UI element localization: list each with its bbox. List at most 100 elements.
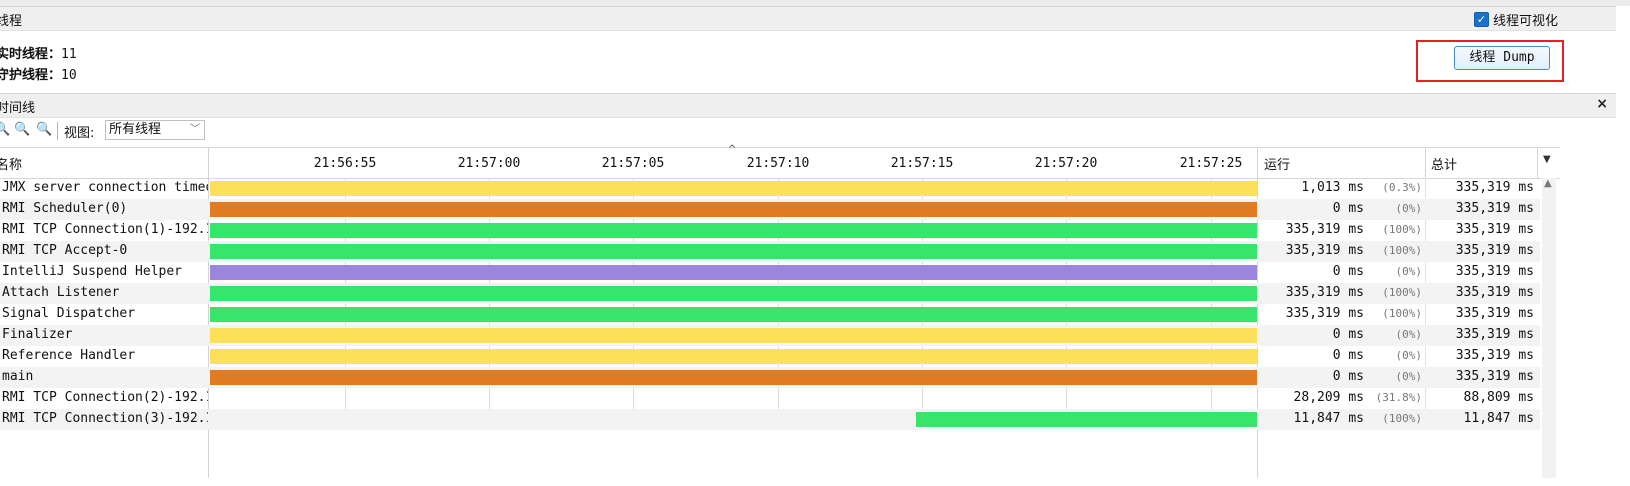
running-time-value: 1,013 ms — [1301, 180, 1364, 195]
thread-name: JMX server connection timeout — [2, 180, 208, 195]
running-time-cell: 11,847 ms (100%) — [1260, 411, 1422, 426]
total-time-value: 335,319 ms — [1455, 306, 1534, 321]
running-time-percent: (100%) — [1382, 286, 1422, 299]
running-time-value: 0 ms — [1332, 327, 1364, 342]
thread-name: Finalizer — [2, 327, 73, 342]
visualize-threads-checkbox[interactable]: ✓ 线程可视化 — [1473, 10, 1558, 29]
thread-state-bar — [210, 181, 1257, 196]
visualize-threads-label: 线程可视化 — [1492, 14, 1558, 29]
running-time-percent: (100%) — [1382, 244, 1422, 257]
running-time-value: 0 ms — [1332, 201, 1364, 216]
timeline-section-header: 时间线 × — [0, 93, 1616, 118]
thread-table-header: 名称 ^ 21:56:55 21:57:00 21:57:05 21:57:10 21:… — [0, 144, 1560, 179]
thread-row[interactable]: RMI TCP Accept-0 335,319 ms (100%) 335,319 … — [0, 241, 1540, 262]
total-time-value: 11,847 ms — [1463, 411, 1534, 426]
column-header-name[interactable]: 名称 — [0, 158, 23, 173]
thread-dump-button[interactable]: 线程 Dump — [1454, 46, 1550, 70]
scroll-up-icon[interactable]: ▲ — [1544, 178, 1552, 189]
timeline-tick-label: 21:57:10 — [746, 156, 810, 171]
close-icon[interactable]: × — [1596, 96, 1608, 112]
thread-name: Attach Listener — [2, 285, 120, 300]
timeline-grid-line — [633, 178, 634, 430]
column-divider — [1257, 148, 1258, 178]
running-time-percent: (0%) — [1395, 349, 1423, 362]
zoom-out-icon[interactable]: 🔍 — [14, 122, 31, 137]
thread-row[interactable]: Reference Handler 0 ms (0%) 335,319 ms — [0, 346, 1540, 367]
thread-row[interactable]: RMI Scheduler(0) 0 ms (0%) 335,319 ms — [0, 199, 1540, 220]
timeline-tick-label: 21:56:55 — [313, 156, 377, 171]
column-divider — [1425, 148, 1426, 178]
thread-row[interactable]: JMX server connection timeout 1,013 ms (0.… — [0, 178, 1540, 199]
view-select[interactable]: 所有线程 ﹀ — [105, 120, 205, 140]
daemon-threads-value: 10 — [61, 68, 77, 83]
total-time-value: 335,319 ms — [1455, 369, 1534, 384]
total-time-value: 335,319 ms — [1455, 348, 1534, 363]
thread-row[interactable]: IntelliJ Suspend Helper 0 ms (0%) 335,319 m… — [0, 262, 1540, 283]
running-time-percent: (100%) — [1382, 223, 1422, 236]
thread-row[interactable]: RMI TCP Connection(3)-192.168 11,847 ms (1… — [0, 409, 1540, 430]
running-time-cell: 0 ms (0%) — [1260, 327, 1422, 342]
thread-state-bar — [210, 307, 1257, 322]
running-time-cell: 335,319 ms (100%) — [1260, 243, 1422, 258]
running-time-value: 28,209 ms — [1293, 390, 1364, 405]
live-threads-label: 实时线程： — [0, 47, 62, 62]
column-divider — [1425, 178, 1426, 430]
column-header-running[interactable]: 运行 — [1264, 158, 1291, 173]
timeline-grid-line — [1211, 178, 1212, 430]
sort-ascending-icon: ^ — [728, 144, 737, 155]
thread-name: RMI TCP Connection(2)-192.168 — [2, 390, 208, 405]
thread-name: Reference Handler — [2, 348, 136, 363]
thread-row[interactable]: main 0 ms (0%) 335,319 ms — [0, 367, 1540, 388]
thread-name: RMI TCP Accept-0 — [2, 243, 128, 258]
running-time-cell: 335,319 ms (100%) — [1260, 306, 1422, 321]
thread-name: RMI Scheduler(0) — [2, 201, 128, 216]
threads-section-title: 线程 — [0, 14, 23, 29]
zoom-in-icon[interactable]: 🔍 — [0, 122, 11, 137]
running-time-value: 0 ms — [1332, 264, 1364, 279]
thread-state-bar — [210, 265, 1257, 280]
thread-row[interactable]: RMI TCP Connection(2)-192.168 28,209 ms (3… — [0, 388, 1540, 409]
running-time-value: 0 ms — [1332, 369, 1364, 384]
running-time-percent: (100%) — [1382, 412, 1422, 425]
checkbox-checked-icon: ✓ — [1473, 12, 1489, 27]
thread-row[interactable]: RMI TCP Connection(1)-192.168 335,319 ms (… — [0, 220, 1540, 241]
thread-state-bar — [210, 328, 1257, 343]
vertical-scrollbar[interactable]: ▲ — [1542, 178, 1556, 478]
thread-state-bar — [210, 286, 1257, 301]
timeline-grid-line — [489, 178, 490, 430]
thread-row[interactable]: Signal Dispatcher 335,319 ms (100%) 335,319… — [0, 304, 1540, 325]
timeline-grid-line — [345, 178, 346, 430]
thread-name: RMI TCP Connection(1)-192.168 — [2, 222, 208, 237]
timeline-tick-label: 21:57:15 — [890, 156, 954, 171]
timeline-tick-label: 21:57:05 — [601, 156, 665, 171]
zoom-fit-icon[interactable]: 🔍 — [36, 122, 53, 137]
thread-row[interactable]: Attach Listener 335,319 ms (100%) 335,319 m… — [0, 283, 1540, 304]
column-divider — [208, 148, 209, 178]
running-time-percent: (0%) — [1395, 370, 1423, 383]
timeline-toolbar: 🔍 🔍 🔍 视图: 所有线程 ﹀ — [0, 118, 1616, 144]
column-divider — [1537, 148, 1538, 178]
running-time-cell: 28,209 ms (31.8%) — [1260, 390, 1422, 405]
thread-row[interactable]: Finalizer 0 ms (0%) 335,319 ms — [0, 325, 1540, 346]
running-time-cell: 1,013 ms (0.3%) — [1260, 180, 1422, 195]
threads-section-header: 线程 ✓ 线程可视化 — [0, 6, 1616, 31]
timeline-tick-label: 21:57:00 — [457, 156, 521, 171]
running-time-cell: 0 ms (0%) — [1260, 201, 1422, 216]
thread-name: main — [2, 369, 34, 384]
running-time-percent: (0%) — [1395, 265, 1423, 278]
column-header-total[interactable]: 总计 — [1431, 158, 1458, 173]
dump-highlight-box: 线程 Dump — [1416, 40, 1564, 82]
thread-name: IntelliJ Suspend Helper — [2, 264, 183, 279]
thread-state-bar — [210, 370, 1257, 385]
running-time-percent: (0%) — [1395, 328, 1423, 341]
running-time-percent: (100%) — [1382, 307, 1422, 320]
chevron-down-icon: ﹀ — [190, 124, 200, 135]
column-menu-icon[interactable]: ▼ — [1543, 154, 1551, 165]
running-time-value: 335,319 ms — [1285, 306, 1364, 321]
thread-name: RMI TCP Connection(3)-192.168 — [2, 411, 208, 426]
running-time-cell: 0 ms (0%) — [1260, 369, 1422, 384]
total-time-value: 335,319 ms — [1455, 201, 1534, 216]
toolbar-divider — [57, 122, 58, 140]
total-time-value: 335,319 ms — [1455, 327, 1534, 342]
running-time-value: 335,319 ms — [1285, 243, 1364, 258]
